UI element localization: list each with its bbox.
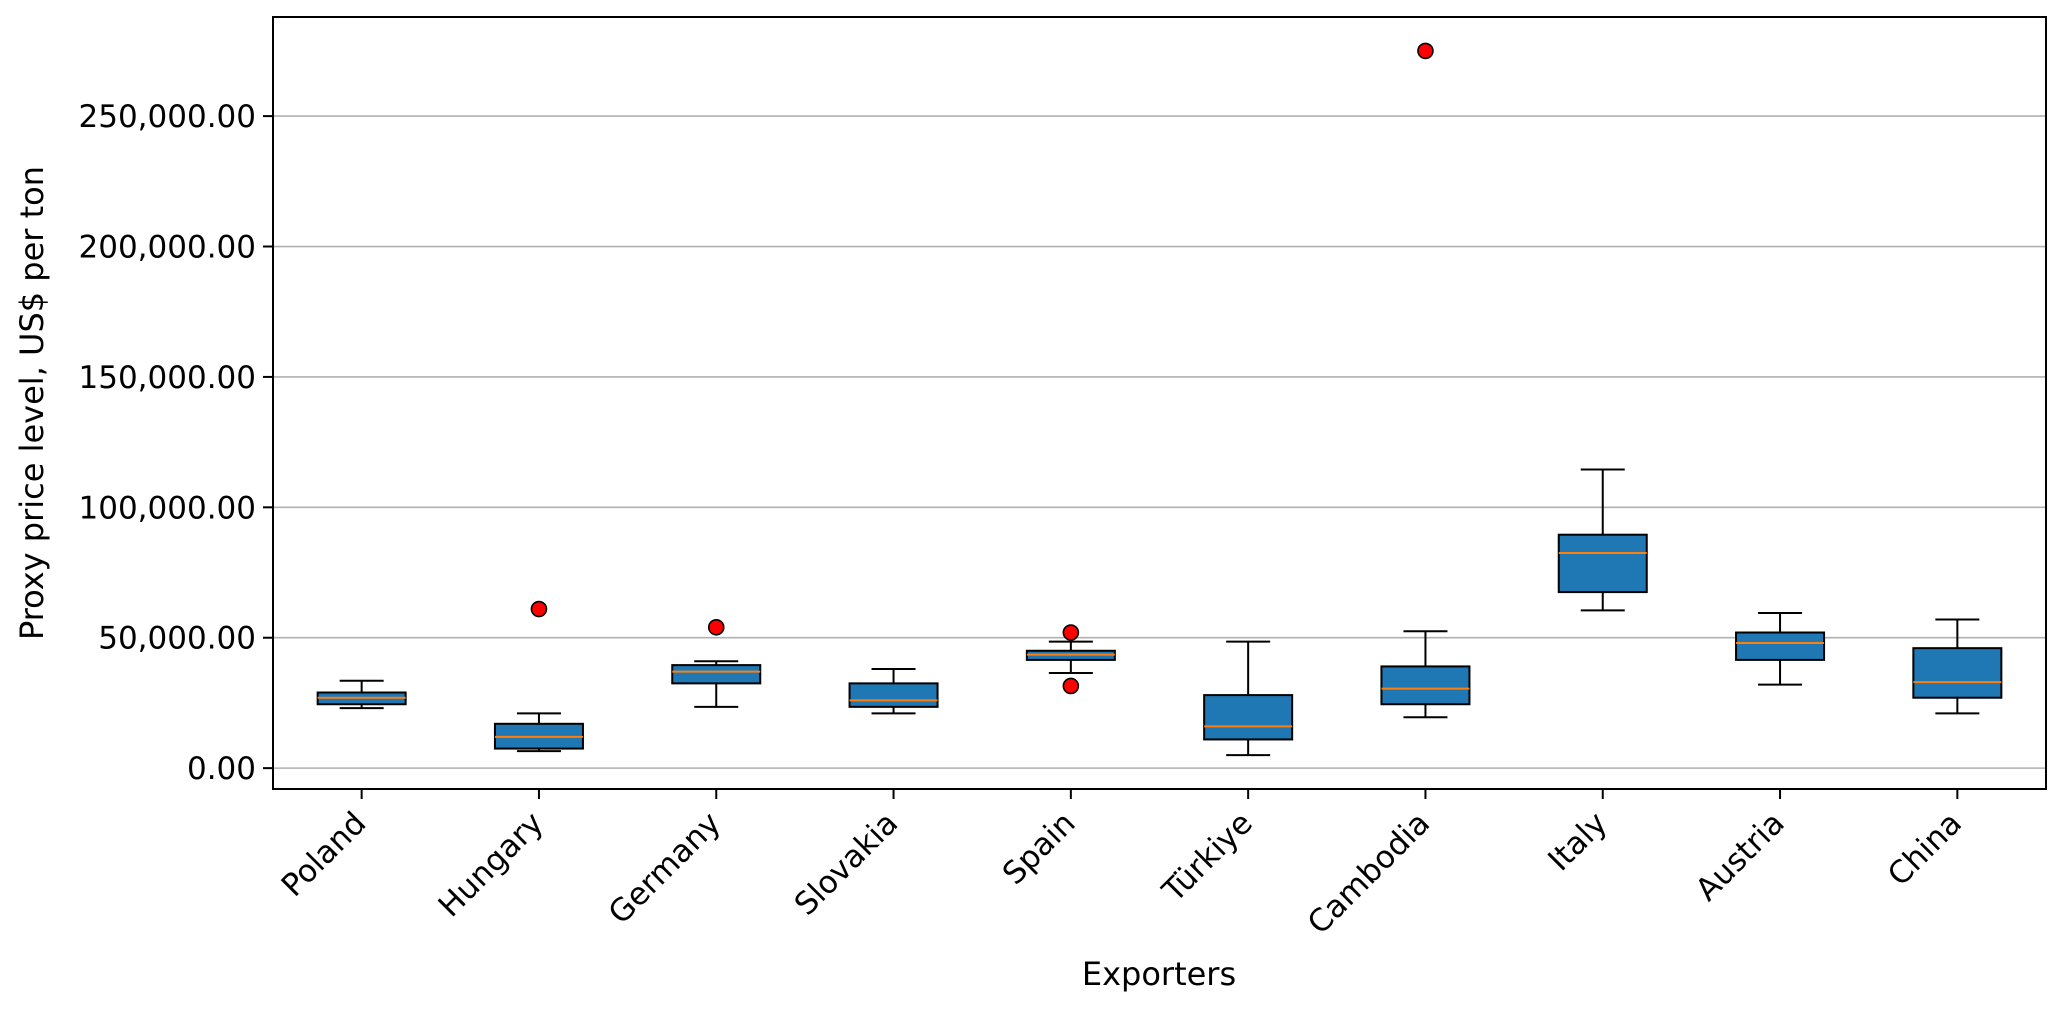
y-tick-label: 100,000.00	[79, 490, 257, 526]
iqr-box	[1912, 647, 2003, 699]
y-tick-label: 0.00	[187, 751, 256, 787]
y-axis-title: Proxy price level, US$ per ton	[13, 166, 51, 640]
y-tick-label: 200,000.00	[79, 230, 257, 266]
outlier-point	[1062, 624, 1080, 641]
boxes	[316, 42, 2003, 757]
outlier-point	[707, 618, 725, 636]
y-tick-label: 50,000.00	[98, 621, 256, 657]
iqr-box	[671, 664, 762, 685]
box-group	[1203, 640, 1294, 757]
box-group	[1380, 42, 1471, 719]
box-group	[1735, 611, 1826, 686]
outlier-point	[1417, 42, 1434, 60]
iqr-box	[1203, 694, 1294, 741]
outlier-point	[1062, 677, 1080, 695]
box-group	[1557, 468, 1648, 612]
plot-frame	[272, 16, 2047, 790]
iqr-box	[848, 682, 939, 708]
iqr-box	[1735, 631, 1826, 661]
box-group	[848, 668, 939, 715]
box-group	[1912, 618, 2003, 715]
iqr-box	[1557, 533, 1648, 594]
y-tick-label: 250,000.00	[79, 99, 257, 135]
box-group	[671, 618, 762, 708]
y-axis-ticks: 0.00 50,000.00 100,000.00 150,000.00 200,000…	[79, 99, 273, 787]
box-group	[493, 600, 584, 753]
outlier-point	[530, 600, 548, 618]
iqr-box	[1380, 665, 1471, 706]
box-group	[1025, 624, 1116, 695]
y-tick-label: 150,000.00	[79, 360, 257, 396]
x-axis-title: Exporters	[1082, 955, 1236, 993]
grid-lines	[273, 115, 2046, 769]
box-group	[316, 679, 407, 710]
